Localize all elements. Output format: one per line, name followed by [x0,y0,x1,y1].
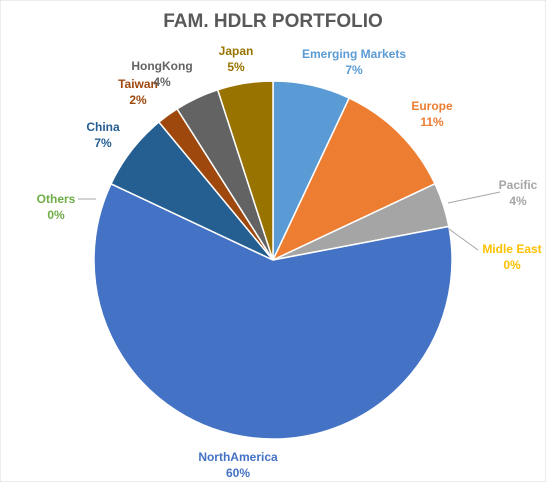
leader-line [447,191,501,204]
category-label: HongKong [131,59,192,73]
pie-slice [216,80,274,261]
value-label: 0% [47,208,65,222]
pie-slice [93,182,453,440]
value-label: 60% [226,466,250,480]
category-label: China [86,120,120,134]
category-label: NorthAmerica [198,450,278,464]
value-label: 4% [153,75,171,89]
category-label: Pacific [499,178,538,192]
category-label: Others [37,192,76,206]
value-label: 5% [227,60,245,74]
category-label: Midle East [482,242,541,256]
value-label: 2% [129,93,147,107]
chart-title: FAM. HDLR PORTFOLIO [163,11,383,32]
value-label: 11% [420,115,444,129]
category-label: Emerging Markets [302,47,406,61]
category-label: Taiwan [118,77,158,91]
pie-slice [271,97,436,262]
value-label: 7% [345,63,363,77]
category-label: Europe [411,99,453,113]
category-label: Japan [219,44,254,58]
value-label: 4% [509,194,527,208]
value-label: 7% [94,136,112,150]
value-label: 0% [503,258,521,272]
leader-line [448,228,479,251]
